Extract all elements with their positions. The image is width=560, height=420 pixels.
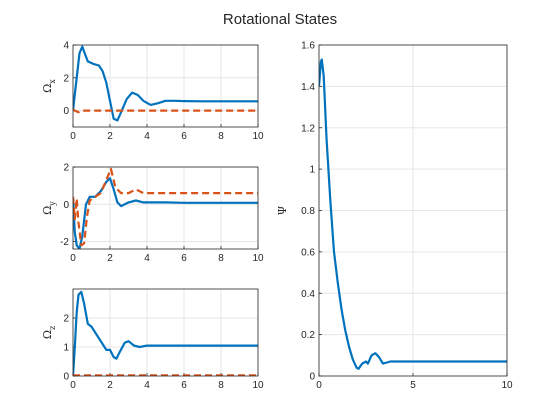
y-tick-label: 0.2 — [301, 330, 315, 341]
y-axis-label-symbol: Ω — [41, 330, 54, 339]
x-tick-label: 0 — [70, 380, 76, 391]
x-tick-label: 4 — [144, 380, 150, 391]
series-line-solid — [73, 177, 258, 249]
y-tick-label: 1.2 — [301, 123, 315, 134]
y-tick-label: 0 — [63, 200, 69, 211]
x-tick-label: 10 — [252, 380, 264, 391]
y-tick-label: 0 — [63, 372, 69, 383]
plot-area — [73, 289, 258, 376]
y-tick-label: 2 — [63, 314, 69, 325]
y-axis-label-symbol: Ψ — [276, 205, 289, 215]
figure-title: Rotational States — [223, 11, 337, 28]
y-axis-label-subscript: z — [48, 326, 57, 330]
axes-frame — [318, 44, 508, 377]
series-line-solid — [319, 58, 507, 370]
y-axis-label: Ψ — [276, 205, 289, 215]
y-tick-label: 0 — [309, 372, 315, 383]
y-axis-label: Ωy — [41, 201, 57, 215]
axes-psi: 0 5 10 0 0.2 0.4 0.6 0.8 1 1.2 1.4 1.6 Ψ — [276, 41, 513, 392]
y-tick-label: 1.6 — [301, 41, 315, 52]
y-tick-label: 1 — [63, 343, 69, 354]
axes-frame — [72, 166, 259, 250]
series-line-solid — [73, 290, 258, 376]
axes-frame — [72, 44, 259, 128]
x-tick-label: 10 — [252, 131, 264, 142]
x-tick-label: 6 — [181, 380, 187, 391]
y-tick-label: 0.4 — [301, 289, 315, 300]
x-tick-label: 8 — [218, 380, 224, 391]
y-axis-label-symbol: Ω — [41, 206, 54, 215]
x-tick-label: 6 — [181, 131, 187, 142]
y-axis-label-symbol: Ω — [41, 84, 54, 93]
series-line-dashed — [73, 167, 258, 247]
y-tick-label: 1.4 — [301, 82, 315, 93]
y-tick-label: 0 — [63, 106, 69, 117]
x-tick-label: 0 — [70, 253, 76, 264]
x-tick-label: 10 — [252, 253, 264, 264]
y-tick-label: -2 — [60, 237, 69, 248]
x-tick-label: 4 — [144, 131, 150, 142]
y-tick-label: 0.8 — [301, 206, 315, 217]
y-tick-label: 0.6 — [301, 247, 315, 258]
series-line-solid — [73, 45, 258, 122]
x-tick-label: 4 — [144, 253, 150, 264]
x-tick-label: 6 — [181, 253, 187, 264]
x-tick-label: 0 — [316, 380, 322, 391]
x-tick-label: 5 — [410, 380, 416, 391]
x-tick-label: 2 — [107, 131, 113, 142]
x-tick-label: 2 — [107, 253, 113, 264]
y-axis-label-subscript: x — [48, 79, 57, 84]
y-axis-label-subscript: y — [48, 201, 57, 207]
y-axis-label: Ωx — [41, 79, 57, 93]
axes-frame — [72, 288, 259, 377]
x-tick-label: 10 — [501, 380, 513, 391]
y-tick-label: 2 — [63, 73, 69, 84]
y-tick-label: 2 — [63, 163, 69, 174]
y-tick-label: 4 — [63, 41, 69, 52]
x-tick-label: 0 — [70, 131, 76, 142]
y-axis-label: Ωz — [41, 326, 57, 339]
plot-area — [73, 45, 258, 127]
x-tick-label: 2 — [107, 380, 113, 391]
x-tick-label: 8 — [218, 253, 224, 264]
series-line-dashed — [73, 108, 258, 114]
axes-omega-x: 0 2 4 6 8 10 0 2 4 Ωx — [41, 41, 264, 143]
x-tick-label: 8 — [218, 131, 224, 142]
plot-area — [73, 167, 258, 249]
y-tick-label: 1 — [309, 165, 315, 176]
